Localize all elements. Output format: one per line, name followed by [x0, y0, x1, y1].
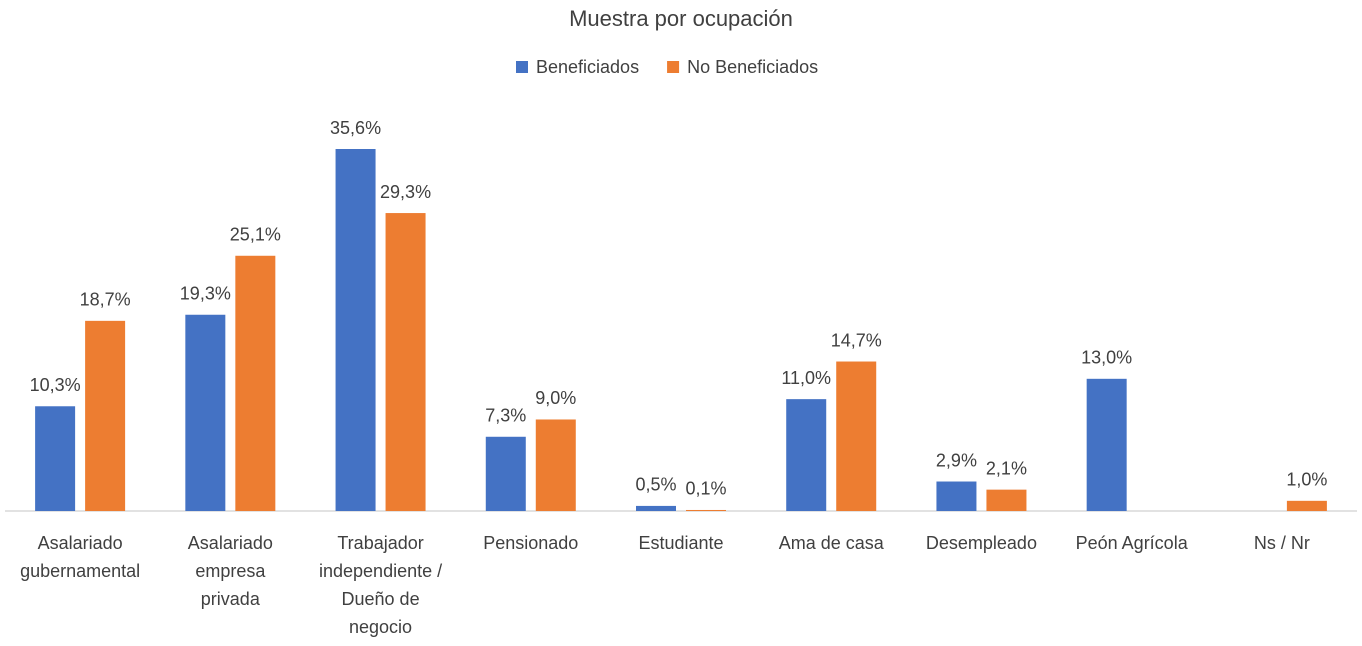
data-label: 19,3% [180, 283, 231, 303]
data-label: 18,7% [80, 290, 131, 310]
data-label: 11,0% [781, 368, 831, 388]
data-label: 13,0% [1081, 348, 1132, 368]
data-label: 14,7% [831, 330, 882, 350]
bar [85, 320, 126, 511]
chart-title: Muestra por ocupación [569, 6, 793, 31]
data-label: 2,9% [936, 450, 977, 470]
bar [535, 419, 576, 511]
legend-label: Beneficiados [536, 57, 639, 77]
bar [485, 436, 526, 511]
x-tick-label: Ns / Nr [1254, 533, 1310, 553]
bar [35, 406, 76, 511]
data-label: 35,6% [330, 118, 381, 138]
x-tick-label: Estudiante [638, 533, 723, 553]
data-label: 0,1% [685, 479, 726, 499]
data-label: 10,3% [30, 375, 81, 395]
x-tick-label: Asalariado empresa privada [188, 533, 273, 609]
data-label: 25,1% [230, 225, 281, 245]
data-label: 9,0% [535, 388, 576, 408]
bar [936, 481, 977, 511]
bar [335, 149, 376, 511]
bar [986, 489, 1027, 511]
data-label: 2,1% [986, 458, 1027, 478]
legend-swatch [667, 61, 680, 73]
data-label: 29,3% [380, 182, 431, 202]
legend-label: No Beneficiados [687, 57, 818, 77]
bar [385, 213, 426, 511]
bar [185, 314, 226, 511]
legend-swatch [516, 61, 528, 73]
x-tick-label: Desempleado [926, 533, 1037, 553]
bar [1086, 378, 1127, 511]
data-label: 7,3% [485, 406, 526, 426]
x-tick-label: Ama de casa [779, 533, 885, 553]
x-tick-label: Peón Agrícola [1076, 533, 1189, 553]
bar [786, 399, 827, 511]
bar [686, 509, 726, 511]
x-tick-label: Asalariado gubernamental [20, 533, 140, 581]
bar [836, 361, 877, 511]
bar [1286, 500, 1327, 511]
x-tick-label: Pensionado [483, 533, 578, 553]
bar [636, 505, 676, 511]
data-label: 1,0% [1286, 470, 1327, 490]
data-label: 0,5% [635, 475, 676, 495]
bar [235, 255, 276, 511]
x-tick-label: Trabajador independiente / Dueño de negocio [319, 533, 442, 637]
